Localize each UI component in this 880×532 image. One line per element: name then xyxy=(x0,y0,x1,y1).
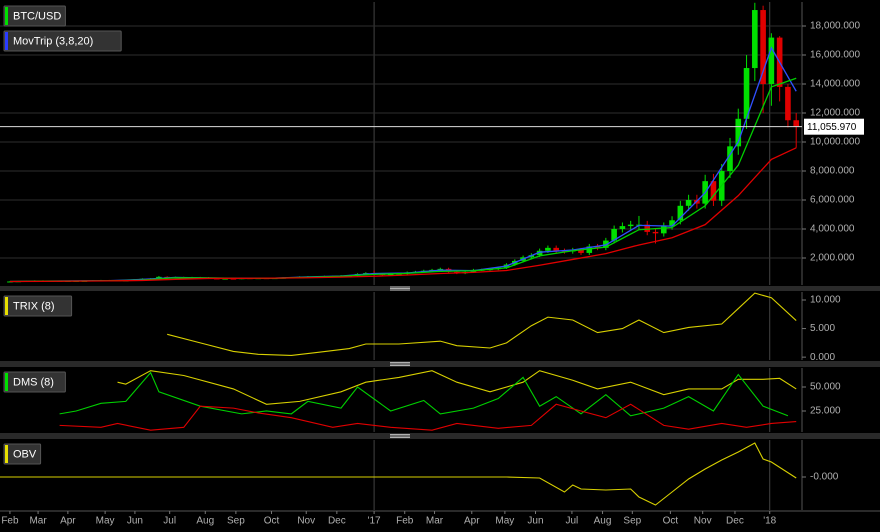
panel-separator xyxy=(0,286,880,291)
y-tick-label: 10.000 xyxy=(810,295,841,306)
candle-body xyxy=(545,247,551,251)
moving-average-line xyxy=(9,147,797,283)
indicator-line xyxy=(59,403,797,431)
x-tick-label: Sep xyxy=(623,516,641,527)
candle-body xyxy=(578,250,584,253)
x-tick-label: Oct xyxy=(264,516,280,527)
y-tick-label: 8,000.000 xyxy=(810,166,855,177)
x-tick-label: Mar xyxy=(29,516,47,527)
x-tick-label: Apr xyxy=(60,516,76,527)
x-tick-label: Nov xyxy=(297,516,315,527)
x-tick-label: Jul xyxy=(566,516,579,527)
indicator-line xyxy=(0,442,797,506)
indicator-line xyxy=(59,371,789,417)
candle-body xyxy=(793,120,800,127)
legend-box xyxy=(3,5,66,27)
legend-box xyxy=(3,295,73,317)
legend-swatch xyxy=(5,445,8,463)
x-tick-label: Jun xyxy=(527,516,543,527)
candle-body xyxy=(222,278,228,280)
x-tick-label: Dec xyxy=(328,516,346,527)
candle-body xyxy=(594,246,601,248)
x-tick-label: Mar xyxy=(426,516,444,527)
panel-separator xyxy=(0,361,880,367)
last-value-box xyxy=(804,118,864,135)
y-tick-label: 18,000.000 xyxy=(810,21,860,32)
y-tick-label: 12,000.000 xyxy=(810,108,860,119)
x-tick-label: Oct xyxy=(663,516,679,527)
candle-body xyxy=(710,181,717,201)
candle-body xyxy=(644,224,651,232)
candle-body xyxy=(669,220,675,227)
legend-label: DMS (8) xyxy=(13,376,54,388)
x-tick-label: May xyxy=(495,516,514,527)
candle-body xyxy=(660,226,667,234)
y-tick-label: 25.000 xyxy=(810,406,841,417)
y-tick-label: 10,000.000 xyxy=(810,137,860,148)
x-tick-label: Aug xyxy=(594,516,612,527)
y-tick-label: 16,000.000 xyxy=(810,50,860,61)
panel-separator xyxy=(0,433,880,439)
indicator-line xyxy=(167,292,797,356)
candle-body xyxy=(743,68,750,119)
legend-box xyxy=(3,443,42,465)
legend-label: TRIX (8) xyxy=(13,300,55,312)
candle-body xyxy=(727,146,733,171)
legend-swatch xyxy=(5,7,8,25)
indicator-line xyxy=(117,370,797,405)
legend-label: OBV xyxy=(13,448,37,460)
x-tick-label: May xyxy=(96,516,115,527)
candle-body xyxy=(768,37,775,84)
legend-box xyxy=(3,371,66,393)
candle-body xyxy=(785,86,791,121)
candle-body xyxy=(677,205,684,221)
x-tick-label: Feb xyxy=(1,516,19,527)
legend-swatch xyxy=(5,32,8,50)
candle-body xyxy=(735,118,742,147)
y-tick-label: 14,000.000 xyxy=(810,79,860,90)
candle-body xyxy=(619,226,626,230)
x-tick-label: Jun xyxy=(127,516,143,527)
legend-label: MovTrip (3,8,20) xyxy=(13,35,93,47)
candle-body xyxy=(586,246,593,253)
candle-body xyxy=(752,10,758,69)
y-tick-label: 4,000.000 xyxy=(810,224,855,235)
y-tick-label: 0.000 xyxy=(810,352,835,363)
y-tick-label: 5.000 xyxy=(810,323,835,334)
candle-body xyxy=(7,281,13,283)
x-tick-label: Sep xyxy=(227,516,245,527)
candle-body xyxy=(230,278,237,280)
x-tick-label: Dec xyxy=(726,516,744,527)
candle-body xyxy=(627,224,634,227)
last-value-label: 11,055.970 xyxy=(807,122,857,133)
candle-body xyxy=(437,268,444,270)
x-tick-label: Nov xyxy=(694,516,712,527)
candle-body xyxy=(760,10,766,84)
candle-body xyxy=(652,231,659,234)
y-tick-label: -0.000 xyxy=(810,472,839,483)
x-tick-label: Apr xyxy=(464,516,480,527)
legend-label: BTC/USD xyxy=(13,10,61,22)
candle-body xyxy=(611,229,617,241)
y-tick-label: 2,000.000 xyxy=(810,253,855,264)
y-tick-label: 6,000.000 xyxy=(810,195,855,206)
legend-swatch xyxy=(5,373,8,391)
candle-body xyxy=(536,250,543,256)
x-tick-label: '18 xyxy=(763,516,776,527)
candle-body xyxy=(553,247,559,251)
y-tick-label: 50.000 xyxy=(810,382,841,393)
legend-box xyxy=(3,30,122,52)
x-tick-label: Jul xyxy=(163,516,176,527)
x-tick-label: Feb xyxy=(396,516,414,527)
candle-body xyxy=(561,250,568,252)
candle-body xyxy=(685,199,692,206)
x-tick-label: Aug xyxy=(196,516,214,527)
x-tick-label: '17 xyxy=(368,516,381,527)
candle-body xyxy=(156,276,162,279)
legend-swatch xyxy=(5,297,8,315)
